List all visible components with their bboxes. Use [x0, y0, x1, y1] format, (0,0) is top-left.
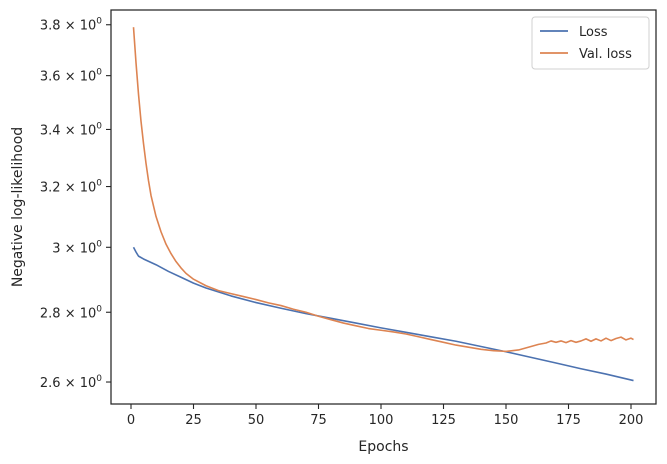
- x-tick-label: 100: [369, 413, 394, 428]
- x-axis-title: Epochs: [358, 439, 408, 455]
- x-tick-label: 0: [127, 413, 135, 428]
- x-tick-label: 200: [619, 413, 644, 428]
- y-tick-label: 2.8 × 100: [40, 304, 102, 321]
- legend-label: Loss: [579, 25, 608, 40]
- series-layer: [132, 27, 634, 382]
- x-tick-label: 50: [248, 413, 265, 428]
- legend-box: [531, 16, 650, 70]
- series-line-2: [132, 27, 634, 353]
- legend-label: Val. loss: [579, 47, 632, 62]
- y-tick-label: 3 × 100: [52, 239, 102, 256]
- x-tick-label: 175: [556, 413, 581, 428]
- plot-area: [110, 9, 657, 405]
- y-axis: 2.6 × 100 2.8 × 100 3 × 100 3.2 × 100 3.4 × …: [40, 17, 111, 391]
- x-tick-label: 25: [185, 413, 202, 428]
- y-tick-label: 2.6 × 100: [40, 374, 102, 391]
- y-tick-label: 3.4 × 100: [40, 121, 102, 138]
- x-tick-label: 150: [494, 413, 519, 428]
- plot-frame: [110, 9, 657, 405]
- legend: Loss Val. loss: [531, 16, 650, 70]
- y-tick-label: 3.2 × 100: [40, 179, 102, 196]
- x-tick-label: 75: [310, 413, 327, 428]
- y-tick-label: 3.6 × 100: [40, 68, 102, 85]
- y-tick-label: 3.8 × 100: [40, 17, 102, 34]
- x-axis: 0 25 50 75 100 125 150 175 200: [127, 404, 644, 428]
- y-axis-title: Negative log-likelihood: [10, 127, 26, 287]
- x-tick-label: 125: [431, 413, 456, 428]
